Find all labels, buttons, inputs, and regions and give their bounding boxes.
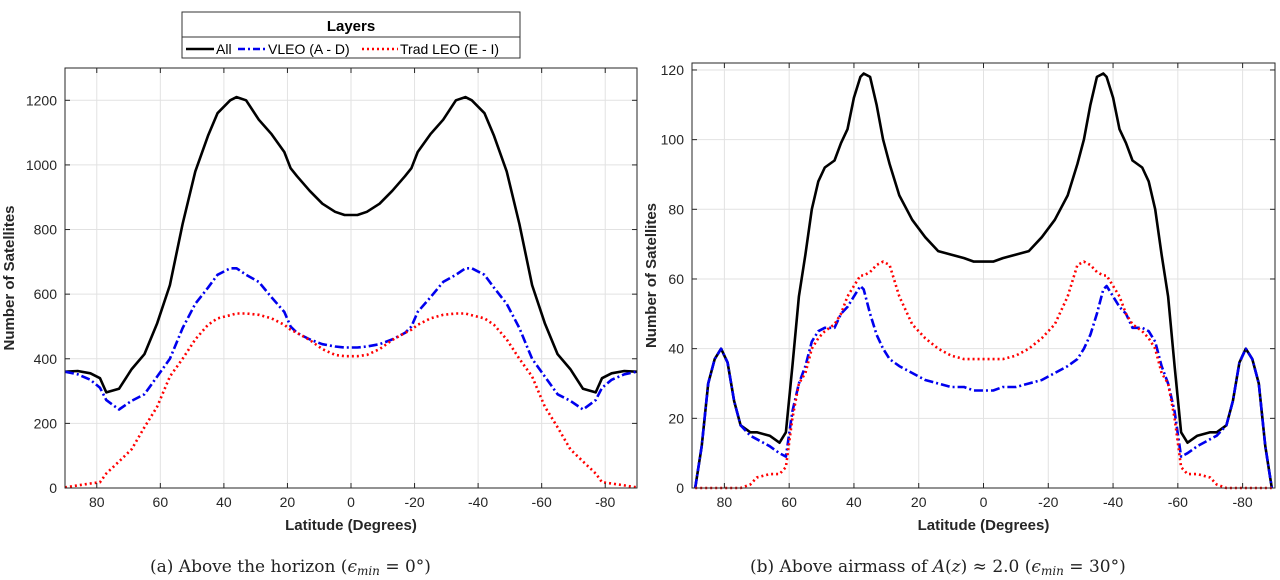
- y-tick-label: 600: [34, 286, 58, 302]
- legend-label-tradleo: Trad LEO (E - I): [400, 41, 499, 57]
- x-tick-label: 80: [717, 494, 733, 510]
- y-axis-label: Number of Satellites: [1, 205, 18, 350]
- y-tick-label: 1200: [26, 92, 57, 108]
- caption-b: (b) Above airmass of A(z) ≈ 2.0 (ϵmin = …: [750, 557, 1126, 578]
- y-tick-label: 400: [34, 351, 58, 367]
- x-tick-label: 0: [980, 494, 988, 510]
- chart-a: 80 60 40 20 0 -20 -40 -60 -800200400600800100012…: [1, 67, 638, 534]
- caption-a: (a) Above the horizon (ϵmin = 0°): [150, 557, 431, 578]
- y-tick-label: 120: [661, 62, 685, 78]
- x-tick-label: 60: [781, 494, 797, 510]
- y-axis-label: Number of Satellites: [643, 203, 660, 348]
- y-tick-label: 200: [34, 415, 58, 431]
- x-tick-label: -60: [532, 494, 552, 510]
- y-tick-label: 60: [668, 271, 684, 287]
- y-tick-label: 0: [49, 480, 57, 496]
- series-line-trad-leo-e-i: [64, 312, 638, 489]
- x-tick-label: 20: [280, 494, 296, 510]
- y-tick-label: 0: [676, 480, 684, 496]
- y-tick-label: 1000: [26, 157, 57, 173]
- legend-title: Layers: [327, 18, 375, 35]
- x-axis-label: Latitude (Degrees): [918, 517, 1050, 534]
- x-tick-label: -80: [1232, 494, 1252, 510]
- x-tick-label: 20: [911, 494, 927, 510]
- series-line-all: [64, 95, 638, 394]
- x-tick-label: -40: [1103, 494, 1123, 510]
- legend-label-all: All: [216, 41, 232, 57]
- chart-b: 80 60 40 20 0 -20 -40 -60 -80 0 20 40 60 80 100 120 Lati…: [643, 62, 1276, 534]
- y-tick-label: 80: [668, 201, 684, 217]
- y-tick-label: 100: [661, 132, 685, 148]
- legend-label-vleo: VLEO (A - D): [268, 41, 350, 57]
- y-tick-label: 800: [34, 222, 58, 238]
- x-tick-label: -20: [404, 494, 424, 510]
- legend: Layers All VLEO (A - D) Trad LEO (E - I): [181, 11, 521, 59]
- x-tick-label: 60: [153, 494, 169, 510]
- series-line-trad-leo-e-i: [695, 260, 1272, 490]
- x-tick-label: -80: [595, 494, 615, 510]
- y-tick-label: 40: [668, 341, 684, 357]
- y-tick-label: 20: [668, 410, 684, 426]
- x-tick-label: -40: [468, 494, 488, 510]
- x-tick-label: -60: [1168, 494, 1188, 510]
- x-tick-label: 40: [846, 494, 862, 510]
- series-line-all: [693, 72, 1274, 489]
- x-tick-label: 40: [216, 494, 232, 510]
- x-tick-label: -20: [1038, 494, 1058, 510]
- x-axis-label: Latitude (Degrees): [285, 517, 417, 534]
- x-tick-label: 0: [347, 494, 355, 510]
- x-tick-label: 80: [89, 494, 105, 510]
- series-line-vleo-a-d: [693, 284, 1274, 489]
